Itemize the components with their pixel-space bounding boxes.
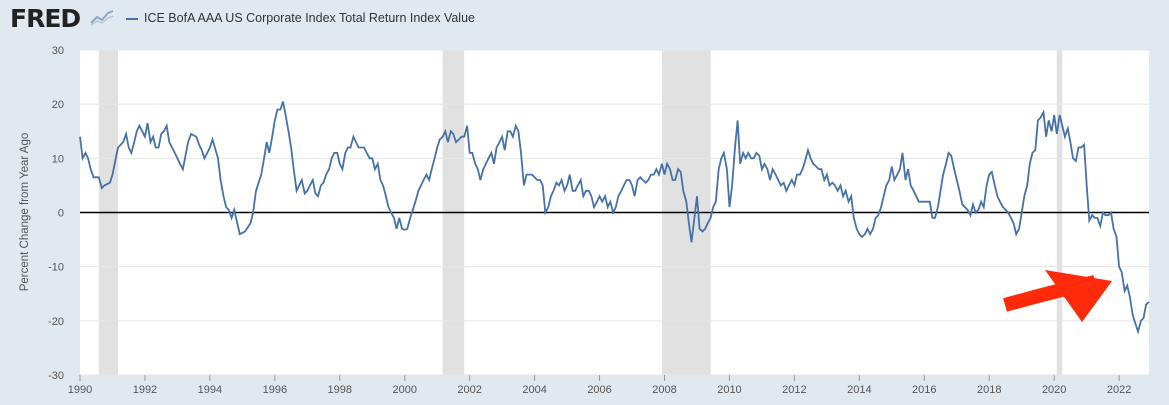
x-tick-label: 2020 xyxy=(1042,384,1066,396)
y-tick-label: 20 xyxy=(52,99,64,111)
x-tick-label: 1990 xyxy=(68,384,92,396)
chart-header: FRED ICE BofA AAA US Corporate Index Tot… xyxy=(0,0,1169,40)
x-tick-label: 2006 xyxy=(587,384,611,396)
legend[interactable]: ICE BofA AAA US Corporate Index Total Re… xyxy=(126,11,475,25)
y-tick-label: -20 xyxy=(48,316,64,328)
x-tick-label: 2000 xyxy=(392,384,416,396)
y-tick-label: 10 xyxy=(52,153,64,165)
fred-logo[interactable]: FRED xyxy=(10,4,81,33)
x-tick-label: 1998 xyxy=(328,384,352,396)
y-tick-label: 30 xyxy=(52,45,64,57)
x-tick-label: 2016 xyxy=(912,384,936,396)
x-tick-label: 2022 xyxy=(1107,384,1131,396)
x-tick-label: 2004 xyxy=(522,384,546,396)
x-tick-label: 2008 xyxy=(652,384,676,396)
arrow-icon xyxy=(1003,270,1112,322)
y-tick-label: -10 xyxy=(48,262,64,274)
x-tick-label: 1994 xyxy=(198,384,222,396)
x-tick-label: 2018 xyxy=(977,384,1001,396)
chart-line-icon xyxy=(89,8,115,26)
y-axis-label: Percent Change from Year Ago xyxy=(19,133,31,292)
x-tick-label: 2014 xyxy=(847,384,871,396)
series-line[interactable] xyxy=(79,101,1150,335)
y-tick-label: -30 xyxy=(48,370,64,382)
legend-line-swatch xyxy=(126,17,138,20)
x-tick-label: 2012 xyxy=(782,384,806,396)
legend-label: ICE BofA AAA US Corporate Index Total Re… xyxy=(144,11,475,25)
x-tick-label: 2010 xyxy=(717,384,741,396)
x-tick-label: 1992 xyxy=(133,384,157,396)
x-tick-label: 1996 xyxy=(263,384,287,396)
y-tick-label: 0 xyxy=(58,208,64,220)
x-tick-label: 2002 xyxy=(457,384,481,396)
